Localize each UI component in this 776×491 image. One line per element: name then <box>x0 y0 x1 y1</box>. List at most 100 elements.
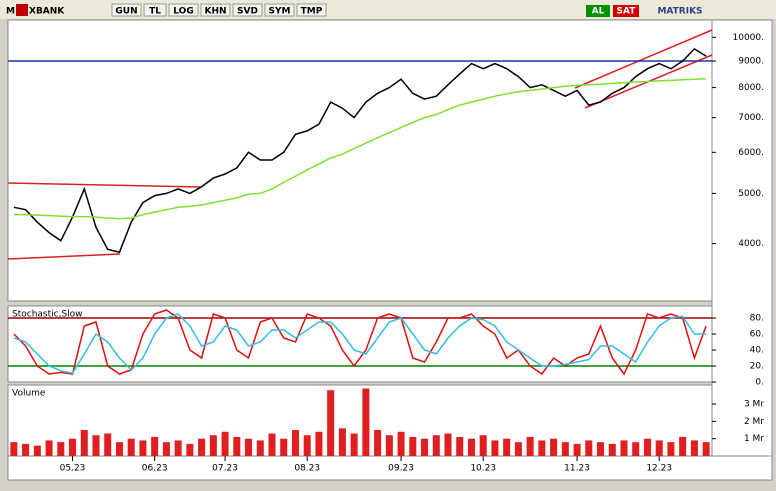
buy-button[interactable]: AL <box>592 7 605 17</box>
toolbar-button-bg <box>232 3 263 17</box>
volume-bar <box>643 438 651 456</box>
volume-bar <box>233 436 241 456</box>
trend-line <box>574 29 713 89</box>
volume-bar <box>33 445 41 456</box>
time-axis <box>7 455 773 481</box>
volume-bar <box>620 440 628 456</box>
volume-bar <box>174 440 182 456</box>
y-tick-label: 0. <box>755 378 764 388</box>
y-tick-label: 20. <box>750 362 764 372</box>
toolbar-button[interactable]: LOG <box>173 7 193 17</box>
axis-panel <box>711 19 773 457</box>
volume-bar <box>432 435 440 456</box>
volume-bar <box>291 430 299 456</box>
bank-icon <box>16 4 28 16</box>
x-tick-label: 06.23 <box>142 464 168 474</box>
volume-bar <box>526 436 534 456</box>
series-line <box>13 77 707 220</box>
trend-line <box>7 253 121 260</box>
y-tick-label: 60. <box>750 330 764 340</box>
sell-button-bg <box>613 5 639 17</box>
volume-bar <box>561 442 569 456</box>
toolbar-button[interactable]: SVD <box>237 7 258 17</box>
volume-bar <box>679 436 687 456</box>
volume-bar <box>198 438 206 456</box>
x-tick-label: 10.23 <box>470 464 496 474</box>
volume-bar <box>280 438 288 456</box>
volume-bar <box>655 440 663 456</box>
y-tick-label: 3 Mr <box>744 400 764 410</box>
toolbar-button-bg <box>264 3 295 17</box>
volume-bar <box>397 431 405 456</box>
volume-bar <box>550 438 558 456</box>
volume-bar <box>362 388 370 456</box>
volume-bar <box>538 440 546 456</box>
volume-bar <box>374 430 382 456</box>
volume-bar <box>456 436 464 456</box>
volume-bar <box>80 430 88 456</box>
volume-bar <box>303 435 311 456</box>
x-tick-label: 12.23 <box>646 464 672 474</box>
y-tick-label: 5000. <box>738 189 764 199</box>
volume-bar <box>409 436 417 456</box>
price-panel <box>7 19 713 302</box>
toolbar-button-bg <box>296 3 327 17</box>
toolbar-button[interactable]: TMP <box>301 7 323 17</box>
volume-bar <box>608 443 616 456</box>
volume-bar <box>514 442 522 456</box>
volume-bar <box>69 438 77 456</box>
volume-bar <box>702 442 710 456</box>
y-tick-label: 9000. <box>738 57 764 67</box>
volume-bar <box>327 390 335 456</box>
toolbar-button[interactable]: GUN <box>115 7 137 17</box>
volume-bar <box>45 440 53 456</box>
volume-bar <box>315 431 323 456</box>
volume-bar <box>632 442 640 456</box>
volume-bar <box>385 435 393 456</box>
volume-bar <box>10 442 18 456</box>
series-line <box>13 47 707 254</box>
toolbar-button[interactable]: KHN <box>204 7 226 17</box>
volume-bar <box>421 438 429 456</box>
symbol[interactable]: XBANK <box>29 7 65 17</box>
volume-bar <box>491 440 499 456</box>
y-tick-label: 80. <box>750 314 764 324</box>
y-tick-label: 40. <box>750 346 764 356</box>
volume-bar <box>151 436 159 456</box>
x-tick-label: 07.23 <box>212 464 238 474</box>
volume-bar <box>503 438 511 456</box>
volume-bar <box>57 442 65 456</box>
volume-bar <box>139 440 147 456</box>
toolbar-button-bg <box>168 3 199 17</box>
panel-title: Stochastic,Slow <box>12 310 83 320</box>
volume-bar <box>186 443 194 456</box>
volume-bar <box>162 442 170 456</box>
volume-bar <box>245 438 253 456</box>
volume-bar <box>256 440 264 456</box>
toolbar-button[interactable]: SYM <box>269 7 291 17</box>
sell-button[interactable]: SAT <box>617 7 637 17</box>
volume-bar <box>667 442 675 456</box>
logo: M <box>6 7 15 17</box>
volume-bar <box>209 435 217 456</box>
x-tick-label: 11.23 <box>564 464 590 474</box>
y-tick-label: 1 Mr <box>744 434 764 444</box>
toolbar-button[interactable]: TL <box>149 7 161 17</box>
volume-bar <box>338 428 346 456</box>
y-tick-label: 4000. <box>738 239 764 249</box>
volume-bar <box>22 443 30 456</box>
series-line <box>13 309 707 376</box>
toolbar-button-bg <box>200 3 231 17</box>
y-tick-label: 7000. <box>738 113 764 123</box>
x-tick-label: 05.23 <box>60 464 86 474</box>
volume-panel <box>7 384 713 457</box>
y-tick-label: 6000. <box>738 148 764 158</box>
toolbar-button-bg <box>111 3 142 17</box>
toolbar-button-bg <box>143 3 167 17</box>
volume-bar <box>444 433 452 456</box>
volume-bar <box>92 435 100 456</box>
volume-bar <box>268 433 276 456</box>
trend-line <box>7 182 201 188</box>
y-tick-label: 2 Mr <box>744 417 764 427</box>
